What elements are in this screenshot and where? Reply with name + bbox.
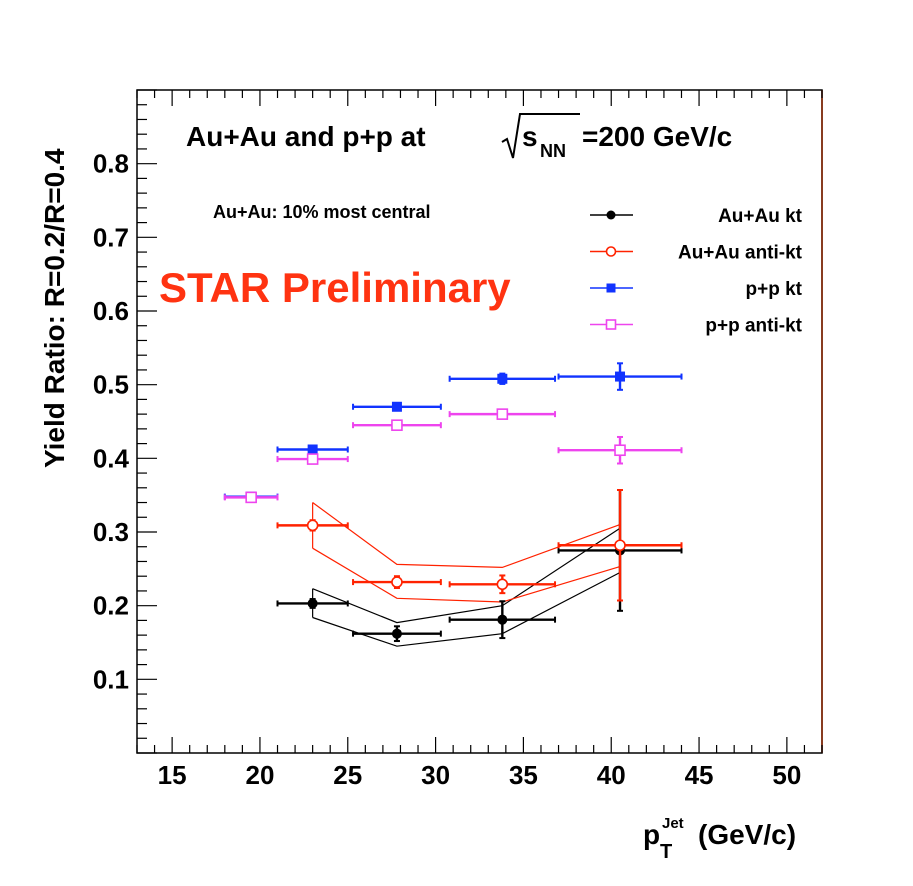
x-tick-label: 35 [509, 760, 538, 790]
legend: Au+Au kt Au+Au anti-kt p+p kt p+p anti-kt [590, 206, 803, 337]
data-point [307, 444, 318, 455]
sys-band-upper [312, 527, 621, 624]
y-tick-label: 0.6 [93, 296, 129, 326]
legend-label: p+p anti-kt [705, 316, 802, 337]
data-point [496, 408, 509, 420]
x-tick-label: 30 [421, 760, 450, 790]
y-tick-label: 0.8 [93, 149, 129, 179]
data-point [497, 614, 508, 625]
data-point [306, 519, 319, 532]
star-preliminary-label: STAR Preliminary [159, 264, 511, 311]
legend-label: p+p kt [746, 279, 803, 300]
chart-title-sqrt-var: s [522, 121, 538, 152]
x-axis-title-sub: T [660, 841, 672, 863]
plot-area-border [136, 89, 823, 754]
series-p-p-kt [223, 362, 683, 502]
data-points [223, 362, 683, 643]
chart-title: Au+Au and p+p at s NN =200 GeV/c [186, 113, 732, 161]
data-point [391, 576, 403, 588]
plot-frame [136, 89, 823, 754]
data-point [391, 628, 402, 639]
y-tick-label: 0.1 [93, 664, 129, 694]
x-tick-label: 50 [772, 760, 801, 790]
legend-marker [605, 319, 617, 330]
sqrt-symbol [501, 113, 580, 159]
y-tick-label: 0.3 [93, 517, 129, 547]
sys-band-upper [312, 502, 621, 569]
data-point [307, 598, 318, 609]
data-point [245, 491, 257, 504]
data-point [306, 453, 319, 465]
data-point [497, 373, 508, 384]
x-axis-title-main: p [643, 819, 660, 850]
x-axis-title-sup: Jet [662, 815, 684, 832]
chart-title-prefix: Au+Au and p+p at [186, 121, 426, 152]
sys-band-lower [312, 547, 621, 603]
axis-ticks: 15 20 25 30 35 40 45 50 0.1 0.2 0.3 0.4 0.5 0.6 0.7 0.8 [93, 89, 823, 790]
systematic-bands [312, 502, 621, 647]
data-point [614, 539, 626, 552]
data-point [391, 401, 402, 412]
x-tick-label: 20 [245, 760, 274, 790]
x-tick-label: 25 [333, 760, 362, 790]
sys-band-lower [312, 571, 621, 647]
legend-item: Au+Au anti-kt [590, 243, 803, 264]
x-tick-label: 15 [158, 760, 187, 790]
centrality-note: Au+Au: 10% most central [213, 202, 431, 222]
y-axis-title: Yield Ratio: R=0.2/R=0.4 [39, 148, 70, 468]
x-tick-label: 40 [597, 760, 626, 790]
series-au-au-anti-kt [276, 489, 683, 602]
legend-marker [606, 210, 616, 220]
y-tick-label: 0.4 [93, 443, 130, 473]
y-tick-label: 0.5 [93, 370, 129, 400]
y-tick-label: 0.2 [93, 591, 129, 621]
data-point [615, 371, 626, 382]
chart-title-sqrt-sub: NN [540, 141, 566, 161]
data-point [391, 419, 403, 431]
legend-label: Au+Au kt [718, 206, 803, 227]
legend-item: p+p kt [590, 279, 803, 300]
legend-item: p+p anti-kt [590, 316, 803, 337]
x-tick-label: 45 [685, 760, 714, 790]
data-point [496, 578, 509, 591]
series-p-p-anti-kt [223, 408, 683, 504]
y-tick-label: 0.7 [93, 222, 129, 252]
chart-title-suffix: =200 GeV/c [582, 121, 732, 152]
x-axis-title-unit: (GeV/c) [698, 819, 796, 850]
legend-marker [606, 283, 616, 293]
legend-marker [605, 246, 617, 257]
data-point [614, 444, 626, 457]
legend-label: Au+Au anti-kt [678, 243, 803, 264]
x-axis-title: p Jet T (GeV/c) [643, 815, 796, 863]
legend-item: Au+Au kt [590, 206, 803, 227]
